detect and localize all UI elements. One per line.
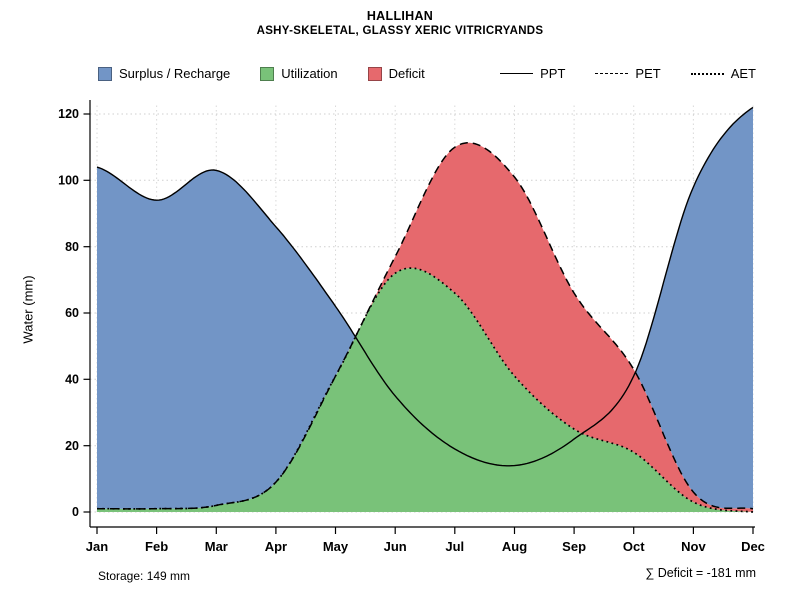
x-tick-label: Nov [681, 539, 706, 554]
x-tick-label: Oct [623, 539, 645, 554]
x-tick-label: May [323, 539, 349, 554]
legend-item-ppt: PPT [500, 66, 565, 81]
legend-item-surplus: Surplus / Recharge [98, 66, 230, 81]
legend-label-surplus: Surplus / Recharge [119, 66, 231, 81]
legend-label-deficit: Deficit [388, 66, 425, 81]
x-tick-label: Feb [145, 539, 168, 554]
legend-item-utilization: Utilization [260, 66, 338, 81]
ppt-line-sample [500, 73, 534, 74]
legend-area-group: Surplus / Recharge Utilization Deficit [98, 66, 425, 81]
x-tick-label: Mar [205, 539, 228, 554]
y-tick-label: 60 [65, 306, 79, 320]
pet-line-sample [595, 73, 629, 74]
deficit-swatch [367, 66, 382, 81]
y-tick-label: 80 [65, 240, 79, 254]
legend-label-ppt: PPT [540, 66, 566, 81]
ppt-curve [96, 106, 754, 467]
surplus-area [97, 107, 753, 509]
legend-item-pet: PET [595, 66, 661, 81]
x-tick-label: Jun [384, 539, 407, 554]
y-tick-label: 120 [58, 107, 79, 121]
utilization-swatch [260, 66, 275, 81]
y-tick-label: 40 [65, 373, 79, 387]
x-tick-label: Apr [265, 539, 287, 554]
x-tick-label: Aug [502, 539, 527, 554]
chart-title: HALLIHAN [366, 9, 434, 23]
surplus-swatch [98, 66, 112, 81]
aet-line-sample [690, 72, 724, 75]
legend-label-pet: PET [635, 66, 661, 81]
storage-note: Storage: 149 mm [98, 569, 191, 583]
y-tick-label: 20 [65, 439, 79, 453]
deficit-sum-note: ∑ Deficit = -181 mm [645, 566, 756, 580]
x-tick-label: Sep [562, 539, 586, 554]
x-tick-label: Dec [741, 539, 765, 554]
utilization-area [97, 268, 753, 512]
legend-item-aet: AET [690, 66, 756, 81]
x-tick-label: Jan [86, 539, 108, 554]
legend-line-group: PPT PET AET [500, 66, 756, 81]
y-tick-label: 100 [58, 174, 79, 188]
deficit-area [97, 142, 753, 513]
aet-curve [97, 267, 754, 513]
x-tick-label: Jul [445, 539, 464, 554]
chart-subtitle: ASHY-SKELETAL, GLASSY XERIC VITRICRYANDS [256, 25, 544, 37]
y-tick-label: 0 [72, 505, 79, 519]
legend-label-utilization: Utilization [281, 66, 338, 81]
chart-legend: Surplus / Recharge Utilization Deficit P… [98, 66, 756, 81]
legend-item-deficit: Deficit [367, 66, 425, 81]
legend-label-aet: AET [730, 66, 756, 81]
